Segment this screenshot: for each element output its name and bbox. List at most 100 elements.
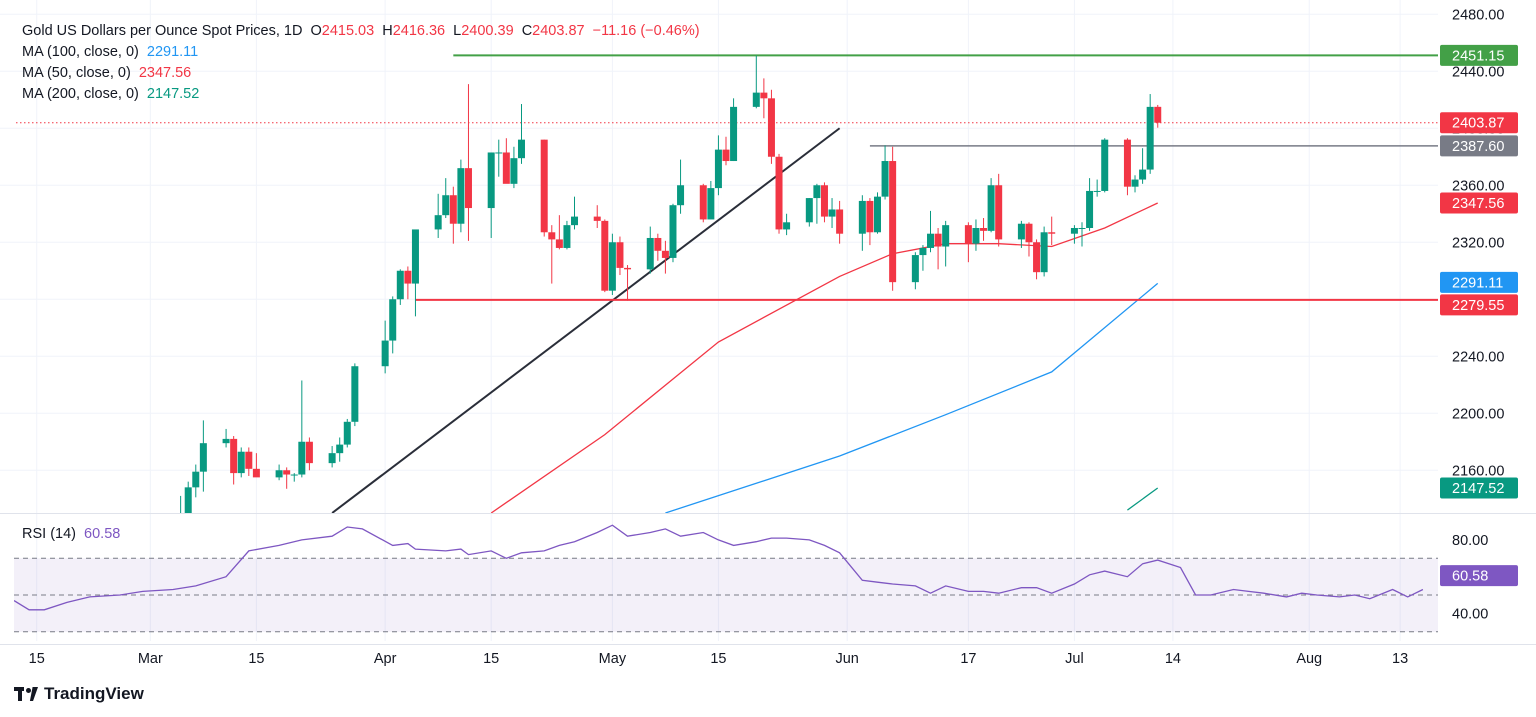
ma200-badge-text: 2147.52 [1452,481,1504,497]
candle-body [275,470,283,478]
candle-body [124,651,131,654]
candle [222,428,230,448]
candle [669,203,677,263]
candle [1086,178,1094,231]
candle [1040,226,1048,277]
candle [502,138,510,184]
candle-body [767,98,775,157]
candle-body [714,149,722,189]
candle [942,220,950,267]
candle-body [858,200,866,234]
candle [510,146,518,189]
pivot-badge-text: 2387.60 [1452,139,1504,155]
grid [0,0,1536,645]
candle-body [722,149,730,162]
candle [813,183,821,224]
candle [449,186,457,244]
candle-body [1139,169,1147,180]
candle-body [1146,106,1154,170]
time-tick-label: May [599,651,627,667]
candle [828,198,836,228]
ma200-value: 2147.52 [146,86,200,102]
rsi-badge-text: 60.58 [1452,569,1488,585]
candle [1017,220,1025,248]
candle [1139,148,1147,184]
ma50-legend[interactable]: MA (50, close, 0) 2347.56 [22,65,195,81]
candle-body [192,471,200,488]
candle [396,269,404,305]
candle-body [517,139,525,159]
candle-body [184,487,192,513]
candle-body [1070,228,1078,234]
ohlc-low-value: 2400.39 [461,23,514,39]
candle [540,139,548,237]
candle-body [1086,190,1094,228]
candle [464,84,472,241]
rsi-badge: 60.58 [1440,565,1518,587]
candle [646,226,654,274]
candle-body [404,270,412,284]
candle [608,233,616,295]
candle-body [343,421,351,445]
ma50-line [490,202,1158,513]
ma200-legend[interactable]: MA (200, close, 0) 2147.52 [22,86,203,102]
ohlc-close-value: 2403.87 [532,23,585,39]
candle-body [487,152,495,209]
candle-body [836,209,844,234]
candle [230,436,238,485]
rsi-legend[interactable]: RSI (14) 60.58 [22,526,124,542]
candle-body [654,237,662,251]
rsi-value: 60.58 [84,526,121,542]
candle [919,245,927,271]
candle [389,296,397,354]
ma50-value: 2347.56 [138,65,192,81]
candle-body [563,225,571,248]
candle-body [177,516,184,536]
candle [563,220,571,250]
candle-body [245,451,253,469]
candle [820,182,828,223]
candle-body [820,185,828,217]
trendline [331,127,841,513]
candle [199,420,207,492]
time-tick-label: 15 [248,651,264,667]
candle-body [411,229,419,284]
candle-body [1048,232,1056,234]
candle [783,213,791,236]
ma50-label: MA (50, close, 0) [22,65,131,81]
current-price-badge-bg [1440,112,1518,134]
ma200-label: MA (200, close, 0) [22,86,139,102]
candle-body [252,468,260,478]
candle [1078,222,1086,247]
candle [889,146,897,291]
time-tick-label: 15 [29,651,45,667]
candle-body [1025,223,1033,243]
ohlc-open: O2415.03 [310,23,374,39]
candle [661,240,669,274]
current-price-badge-text: 2403.87 [1452,116,1504,132]
time-tick-label: 15 [483,651,499,667]
ohlc-high-label: H [382,23,393,39]
ma100-legend[interactable]: MA (100, close, 0) 2291.11 [22,44,202,60]
candle [381,320,389,374]
candle [117,647,124,663]
ma50-badge-text: 2347.56 [1452,196,1504,212]
tradingview-logo[interactable]: TradingView [14,684,144,704]
candle [1033,239,1041,280]
ma100-value: 2291.11 [146,44,199,60]
candle [972,219,980,251]
candle [495,139,503,177]
candle-body [540,139,548,233]
ma100-badge: 2291.11 [1440,271,1518,293]
candle [192,464,200,498]
candle [548,225,556,284]
candle [987,178,995,233]
candle [707,180,715,220]
candle-body [1154,106,1162,123]
candle [290,473,298,482]
candle-body [571,216,579,226]
ma100-badge-bg [1440,271,1518,293]
ohlc-open-label: O [310,23,322,39]
candles [117,55,1162,663]
